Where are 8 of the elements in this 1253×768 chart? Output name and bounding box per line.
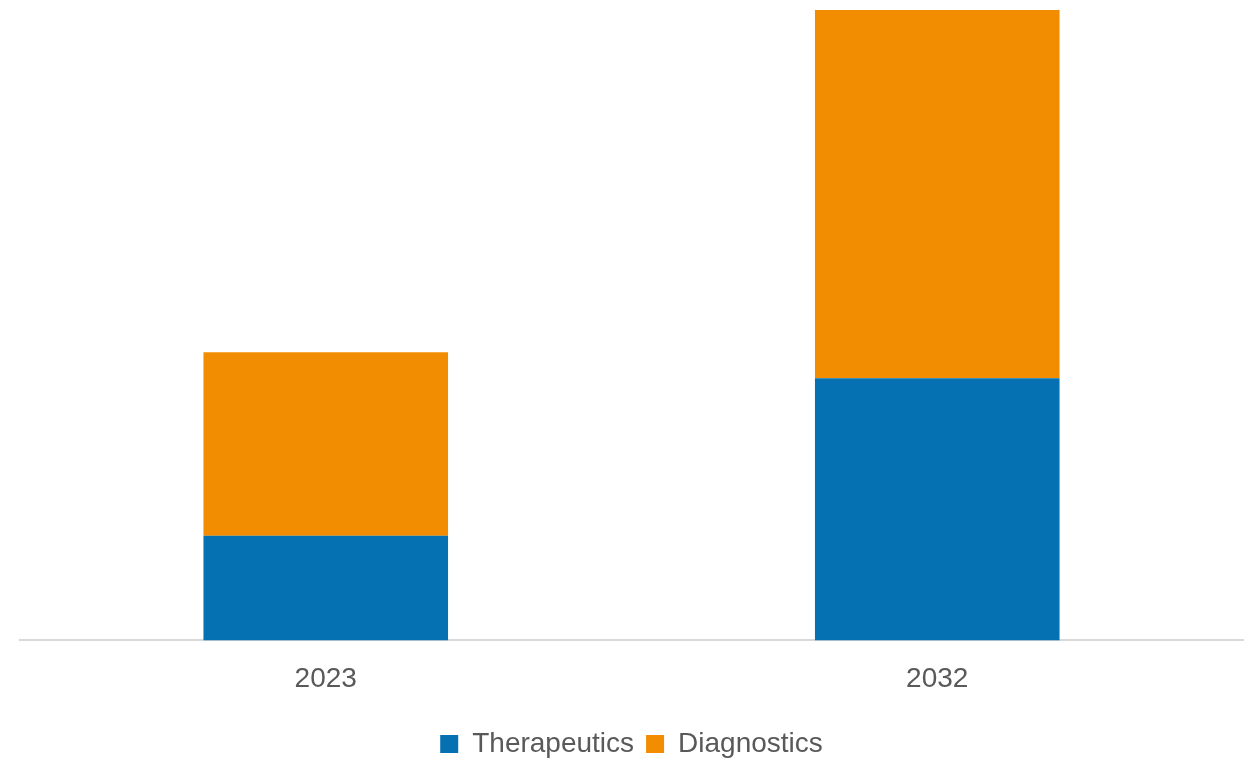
x-tick-label: 2023 xyxy=(294,661,357,693)
bar xyxy=(203,535,449,641)
legend-label: Therapeutics xyxy=(472,726,635,758)
legend-label: Diagnostics xyxy=(678,726,823,758)
bar xyxy=(203,352,449,536)
bar xyxy=(814,10,1060,379)
x-tick-label: 2032 xyxy=(906,661,969,693)
bar xyxy=(814,378,1060,641)
